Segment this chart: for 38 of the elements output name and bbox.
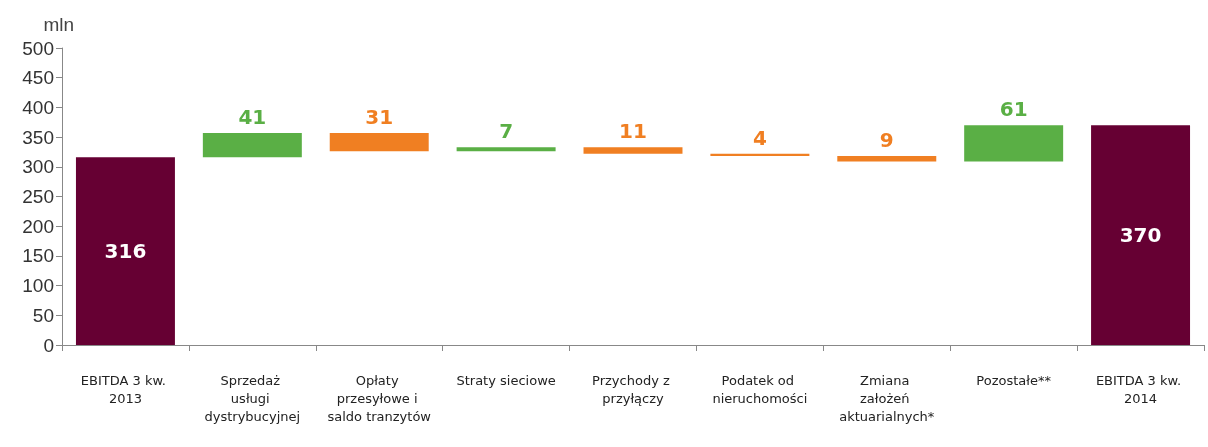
bar (202, 132, 302, 158)
y-tick-label: 0 (43, 334, 54, 356)
data-label: 61 (999, 97, 1028, 122)
y-tick-label: 400 (22, 96, 54, 118)
data-label: 41 (238, 104, 267, 129)
y-tick-label: 350 (22, 126, 54, 148)
y-tick-label: 300 (22, 156, 54, 178)
bar (1091, 125, 1191, 345)
data-label: 4 (752, 125, 767, 150)
x-tick-label: Sprzedaż usługi dystrybucyjnej (204, 372, 301, 424)
y-tick-label: 150 (22, 245, 54, 267)
data-label: 9 (879, 128, 894, 153)
x-tick-label: Pozostałe** (976, 372, 1052, 388)
data-label: 31 (365, 104, 394, 129)
bar (837, 156, 937, 162)
y-tick-label: 500 (22, 37, 54, 59)
data-label: 370 (1119, 223, 1162, 248)
x-tick-label: Przychody z przyłączy (592, 372, 674, 406)
x-tick-label: Straty sieciowe (456, 372, 556, 388)
x-tick-label: Zmiana założeń aktuarialnych* (839, 372, 935, 424)
y-axis-title: mln (43, 14, 74, 35)
y-tick-label: 200 (22, 215, 54, 237)
data-label: 7 (499, 119, 514, 144)
y-tick-label: 50 (32, 304, 54, 326)
bar (583, 147, 683, 154)
data-label: 11 (619, 119, 647, 144)
bar (456, 147, 556, 152)
bar (75, 157, 175, 345)
y-tick-label: 100 (22, 275, 54, 297)
x-tick-label: EBITDA 3 kw. 2014 (1095, 372, 1186, 406)
y-tick-label: 250 (22, 186, 54, 207)
data-label: 316 (104, 239, 147, 264)
y-tick-label: 450 (22, 67, 54, 89)
x-tick-label: Opłaty przesyłowe i saldo tranzytów (327, 372, 432, 424)
bar (964, 125, 1064, 162)
x-tick-label: EBITDA 3 kw. 2013 (80, 372, 171, 406)
bar (329, 132, 429, 152)
x-tick-label: Podatek od nieruchomości (712, 372, 808, 406)
